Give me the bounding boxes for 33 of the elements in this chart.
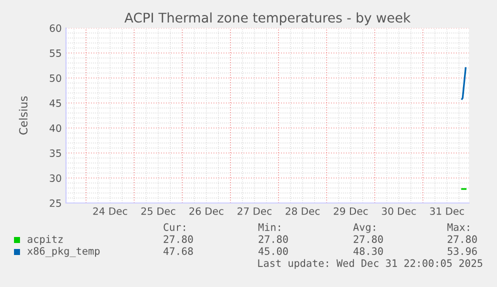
text: 48.30 [354, 247, 383, 255]
x-tick-label: 24 Dec [93, 207, 128, 215]
y-tick-label: 60 [50, 24, 62, 32]
x-tick-label: 29 Dec [334, 207, 368, 215]
legend-label: acpitz [28, 235, 63, 245]
text: Avg: [353, 223, 375, 233]
text: Last update: Wed Dec 31 22:00:05 2025 [258, 259, 482, 269]
text: Min: [258, 223, 280, 231]
text: 45.00 [258, 247, 288, 255]
text: Max: [447, 223, 469, 231]
y-tick-label: 25 [50, 199, 61, 207]
y-tick-label: 40 [50, 124, 62, 132]
y-tick-label: 55 [50, 50, 61, 57]
x-tick-label: 27 Dec [238, 207, 272, 215]
y-tick-label: 30 [50, 174, 62, 182]
text: 53.96 [448, 247, 477, 255]
text: 47.68 [164, 247, 193, 255]
y-tick-label: 45 [50, 100, 61, 107]
y-tick-label: 35 [50, 149, 61, 157]
x-tick-label: 26 Dec [189, 207, 224, 215]
y-axis-title: Celsius [18, 96, 28, 135]
chart-title: ACPI Thermal zone temperatures - by week [124, 12, 411, 26]
text: 27.80 [448, 235, 477, 243]
text: 27.80 [164, 235, 193, 243]
x-tick-label: 28 Dec [286, 207, 320, 215]
text: Cur: [164, 223, 185, 231]
x-tick-label: 30 Dec [382, 207, 416, 215]
x-tick-label: 25 Dec [141, 207, 176, 215]
x-tick-label: 31 Dec [430, 207, 464, 215]
text: 27.80 [354, 235, 383, 243]
legend-label: x86_pkg_temp [27, 246, 100, 258]
text: 27.80 [258, 235, 288, 243]
y-tick-label: 50 [50, 74, 62, 82]
